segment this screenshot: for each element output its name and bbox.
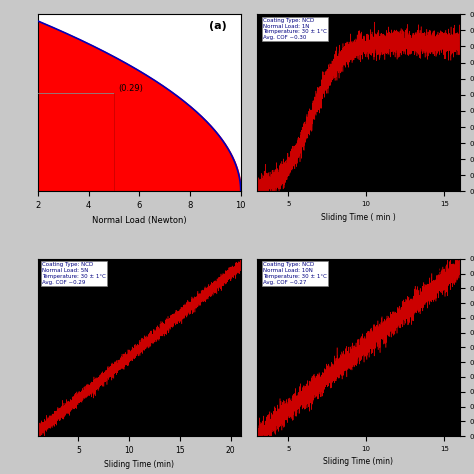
Text: Coating Type: NCD
Normal Load: 10N
Temperature: 30 ± 1°C
Avg. COF ~0.27: Coating Type: NCD Normal Load: 10N Tempe… — [263, 263, 327, 285]
X-axis label: Sliding Time (min): Sliding Time (min) — [104, 460, 174, 469]
X-axis label: Sliding Time (min): Sliding Time (min) — [323, 457, 393, 466]
X-axis label: Sliding Time ( min ): Sliding Time ( min ) — [321, 213, 396, 222]
Text: (c): (c) — [208, 263, 225, 273]
Text: Coating Type: NCD
Normal Load: 5N
Temperature: 30 ± 1°C
Avg. COF ~0.29: Coating Type: NCD Normal Load: 5N Temper… — [42, 263, 106, 285]
Text: (b): (b) — [426, 18, 444, 28]
X-axis label: Normal Load (Newton): Normal Load (Newton) — [92, 216, 187, 225]
Text: (a): (a) — [209, 21, 227, 31]
Text: (0.29): (0.29) — [118, 84, 143, 93]
Text: Coating Type: NCD
Normal Load: 1N
Temperature: 30 ± 1°C
Avg. COF ~0.30: Coating Type: NCD Normal Load: 1N Temper… — [263, 18, 327, 40]
Text: (d): (d) — [426, 263, 444, 273]
